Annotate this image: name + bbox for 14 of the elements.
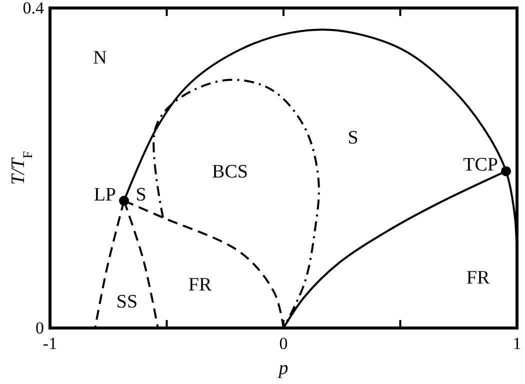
annotation: SS <box>116 292 138 312</box>
annotation: FR <box>188 274 212 296</box>
annotation: BCS <box>212 162 248 182</box>
x-tick-label: -1 <box>42 334 58 353</box>
x-axis-title: p <box>276 358 288 379</box>
annotation: LP <box>94 184 116 206</box>
annotation: TCP <box>463 154 498 176</box>
annotation: FR <box>466 268 490 288</box>
y-tick-label: 0.4 <box>22 0 44 18</box>
annotation: N <box>93 48 108 68</box>
x-tick-label: 0 <box>279 334 288 353</box>
annotation: S <box>136 184 146 206</box>
x-tick-label: 1 <box>512 334 522 353</box>
annotation: S <box>348 128 358 148</box>
